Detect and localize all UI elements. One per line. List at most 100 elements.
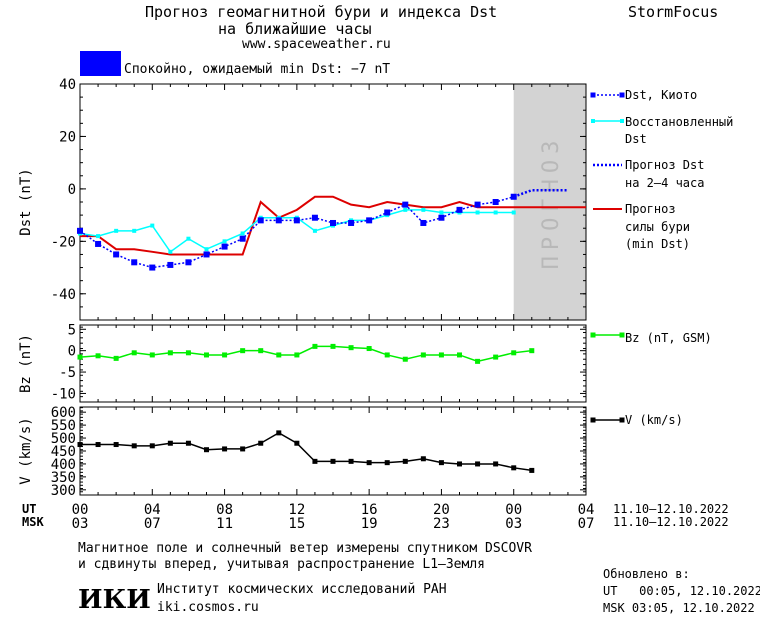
v-point — [384, 460, 390, 466]
legend-v-symbol-marker — [590, 417, 596, 423]
dst-kyoto-point — [456, 206, 463, 213]
website-url[interactable]: www.spaceweather.ru — [242, 37, 391, 52]
plot-frame — [79, 83, 587, 321]
dst-restored-point — [493, 210, 498, 215]
bz-point — [529, 348, 535, 354]
dst-restored-point — [168, 249, 173, 254]
v-point — [457, 461, 462, 467]
v-point — [294, 440, 300, 446]
legend-bz-label: Bz (nT, GSM) — [625, 331, 712, 345]
y-tick-label: 0 — [68, 182, 76, 198]
v-point — [131, 443, 137, 449]
updated-ut: UT 00:05, 12.10.2022 — [603, 584, 760, 598]
y-tick-label: 0 — [68, 344, 76, 360]
dst-restored-point — [114, 228, 119, 233]
v-point — [493, 461, 499, 467]
v-point — [312, 458, 318, 464]
v-point — [77, 442, 83, 448]
dst-restored-point — [475, 210, 480, 215]
y-tick-label: 400 — [51, 457, 76, 473]
dst-restored-point — [403, 207, 408, 212]
y-axis-label: Dst (nT) — [18, 168, 34, 235]
v-point — [330, 458, 336, 464]
legend-storm-label-3: (min Dst) — [625, 237, 691, 251]
v-point — [348, 458, 354, 464]
chart-title-line2: на ближайшие часы — [218, 20, 372, 38]
bz-point — [330, 343, 336, 349]
legend-v-symbol-marker — [619, 417, 625, 423]
storm-forecast-line — [80, 195, 586, 256]
status-text: Спокойно, ожидаемый min Dst: −7 nT — [124, 62, 391, 77]
footer-note-line1: Магнитное поле и солнечный ветер измерен… — [78, 541, 532, 556]
v-point — [258, 440, 264, 446]
dst-restored-point — [240, 231, 245, 236]
bz-point — [222, 352, 228, 358]
msk-tick-label: 19 — [361, 516, 378, 532]
legend-dst-restored-label-2: Dst — [625, 132, 647, 146]
updated-msk: MSK 03:05, 12.10.2022 — [603, 601, 755, 615]
bz-point — [167, 350, 173, 356]
legend-dst-kyoto-symbol-marker — [619, 92, 625, 98]
bz-point — [457, 352, 462, 358]
y-tick-label: 550 — [51, 418, 76, 434]
msk-tick-label: 23 — [433, 516, 450, 532]
v-point — [149, 443, 155, 449]
msk-tick-label: 07 — [144, 516, 161, 532]
dst-kyoto-point — [257, 217, 264, 224]
bz-point — [475, 358, 481, 364]
y-tick-label: 5 — [68, 322, 76, 338]
v-point — [529, 467, 535, 473]
dst-kyoto-point — [402, 201, 409, 208]
msk-tick-label: 15 — [288, 516, 305, 532]
v-point — [185, 440, 191, 446]
bz-point — [312, 343, 318, 349]
v-point — [240, 446, 246, 452]
dst-kyoto-point — [149, 264, 156, 271]
dst-kyoto-point — [348, 219, 355, 226]
msk-tick-label: 03 — [505, 516, 522, 532]
plot-frame — [79, 406, 587, 496]
legend-dst-restored-label: Восстановленный — [625, 115, 734, 129]
bz-point — [240, 348, 246, 354]
status-swatch — [80, 51, 121, 76]
ut-tick-label: 04 — [578, 502, 595, 518]
dst-forecast-line — [513, 188, 568, 198]
legend-dst-restored-symbol-marker — [591, 119, 595, 123]
y-axis-label: Bz (nT) — [18, 334, 34, 393]
bz-point — [204, 352, 209, 358]
y-tick-label: 20 — [59, 129, 76, 145]
ut-range: 11.10–12.10.2022 — [613, 502, 729, 516]
org-site[interactable]: iki.cosmos.ru — [157, 600, 259, 615]
y-tick-label: 300 — [51, 483, 76, 499]
bz-point — [420, 352, 426, 358]
legend-v-label: V (km/s) — [625, 413, 683, 427]
dst-kyoto-point — [275, 217, 282, 224]
ut-tick-label: 12 — [288, 502, 305, 518]
dst-kyoto-point — [203, 251, 210, 258]
y-tick-label: -40 — [51, 287, 76, 303]
bz-point — [366, 346, 372, 352]
v-point — [402, 458, 408, 464]
dst-panel: ПРОГНОЗ -40 -20 0 20 40 Dst (nT) — [18, 77, 587, 321]
y-tick-label: 500 — [51, 431, 76, 447]
ut-tick-label: 20 — [433, 502, 450, 518]
updated-label: Обновлено в: — [603, 567, 690, 581]
bz-point — [384, 352, 390, 358]
forecast-band — [513, 84, 586, 320]
y-tick-label: -5 — [59, 365, 76, 381]
dst-kyoto-point — [311, 214, 318, 221]
bz-point — [149, 352, 155, 358]
y-axis-label: V (km/s) — [18, 417, 34, 484]
legend-dst-forecast-label-2: на 2–4 часа — [625, 176, 705, 190]
bz-point — [348, 345, 354, 351]
chart-title-line1: Прогноз геомагнитной бури и индекса Dst — [145, 3, 498, 21]
dst-kyoto-point — [474, 201, 481, 208]
legend-storm-label: Прогноз — [625, 202, 676, 216]
bz-point — [511, 350, 517, 356]
dst-kyoto-point — [384, 209, 391, 216]
v-line — [80, 432, 532, 472]
forecast-band-label: ПРОГНОЗ — [539, 135, 564, 270]
plot-frame — [79, 324, 587, 403]
legend-dst-kyoto-symbol-marker — [590, 92, 596, 98]
dst-restored-point — [186, 236, 191, 241]
